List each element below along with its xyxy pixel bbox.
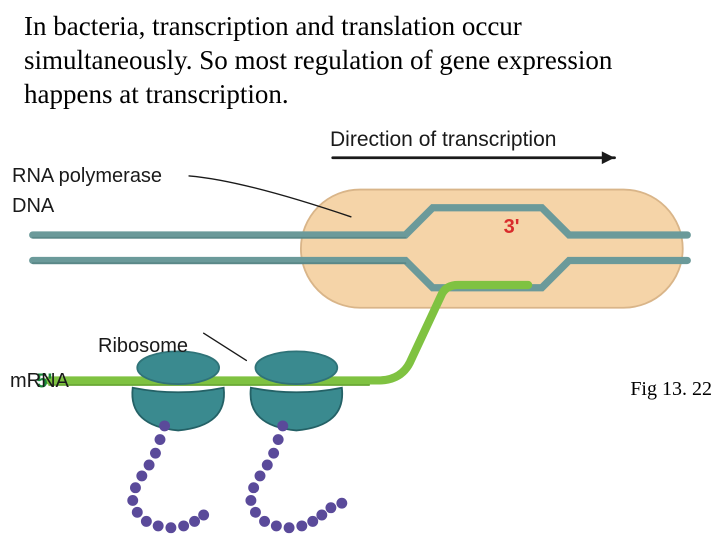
ribosomes — [132, 351, 342, 430]
dna-label: DNA — [12, 195, 54, 218]
protein-chains — [127, 420, 347, 533]
ribosome-label: Ribosome — [98, 335, 188, 358]
mrna-label: mRNA — [10, 370, 69, 393]
three-prime-label: 3' — [504, 216, 520, 238]
direction-label: Direction of transcription — [330, 128, 556, 152]
direction-arrow — [333, 151, 615, 164]
rna-polymerase-label: RNA polymerase — [12, 165, 162, 188]
header-text: In bacteria, transcription and translati… — [24, 10, 696, 111]
